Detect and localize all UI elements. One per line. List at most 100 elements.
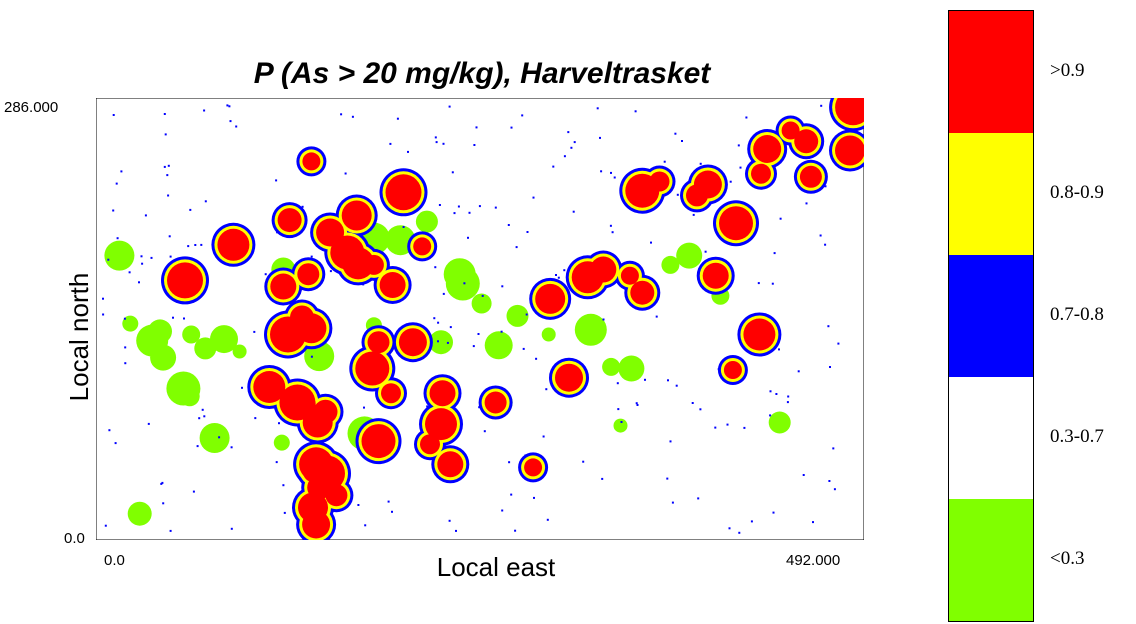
speckle: [147, 422, 150, 425]
speckle: [275, 179, 278, 182]
speckle: [674, 132, 677, 135]
speckle: [364, 524, 367, 527]
zone-above-0.9: [781, 121, 800, 140]
speckle: [535, 357, 538, 360]
speckle: [676, 193, 679, 196]
speckle: [644, 378, 646, 381]
speckle: [200, 243, 203, 246]
speckle: [166, 174, 169, 177]
low-probability-patch: [179, 386, 200, 407]
plot-background: [96, 98, 864, 540]
speckle: [163, 113, 166, 115]
speckle: [402, 226, 405, 228]
speckle: [824, 185, 827, 188]
speckle: [329, 270, 332, 273]
speckle: [602, 318, 605, 321]
speckle: [699, 408, 702, 411]
speckle: [123, 317, 126, 320]
speckle: [500, 330, 503, 333]
speckle: [453, 212, 456, 215]
zone-above-0.9: [325, 484, 348, 507]
speckle: [196, 445, 199, 448]
low-probability-patch: [484, 331, 513, 360]
speckle: [786, 401, 789, 404]
speckle: [107, 258, 110, 261]
speckle: [609, 224, 612, 227]
speckle: [802, 474, 805, 476]
low-probability-patch: [471, 293, 492, 314]
speckle: [726, 423, 729, 426]
low-probability-patch: [602, 357, 621, 376]
zone-above-0.9: [303, 462, 323, 482]
speckle: [162, 502, 165, 505]
speckle: [340, 113, 343, 116]
zone-above-0.9: [302, 510, 331, 539]
low-probability-patch: [445, 266, 480, 301]
speckle: [473, 144, 476, 146]
speckle: [634, 110, 637, 113]
speckle: [448, 105, 451, 108]
speckle: [203, 415, 206, 418]
speckle: [435, 141, 438, 144]
speckle: [563, 155, 566, 158]
speckle: [738, 531, 741, 534]
speckle: [750, 520, 753, 523]
low-probability-patch: [182, 325, 201, 344]
low-probability-patch: [661, 255, 680, 274]
speckle: [829, 366, 831, 368]
speckle: [301, 205, 304, 208]
legend-label: 0.8-0.9: [1050, 182, 1104, 203]
speckle: [819, 234, 822, 237]
speckle: [546, 518, 549, 521]
speckle: [141, 262, 144, 265]
speckle: [144, 214, 147, 217]
speckle: [600, 170, 603, 173]
speckle: [396, 117, 399, 120]
speckle: [773, 252, 776, 255]
speckle: [650, 241, 652, 244]
zone-above-0.9: [649, 171, 670, 192]
legend-label: >0.9: [1050, 60, 1085, 81]
speckle: [124, 346, 127, 349]
speckle: [283, 511, 286, 514]
speckle: [714, 426, 717, 429]
speckle: [526, 231, 529, 233]
speckle: [669, 440, 672, 443]
speckle: [102, 297, 104, 300]
speckle: [163, 165, 166, 168]
low-probability-patch: [613, 418, 628, 433]
low-probability-patch: [210, 325, 238, 354]
speckle: [169, 529, 172, 532]
zone-above-0.9: [484, 391, 507, 414]
y-tick-min: 0.0: [64, 530, 85, 547]
zone-above-0.9: [279, 384, 316, 421]
speckle: [204, 200, 207, 203]
zone-above-0.9: [217, 228, 250, 261]
speckle: [772, 511, 775, 514]
zone-above-0.9: [702, 262, 729, 289]
speckle: [582, 460, 585, 463]
zone-above-0.9: [379, 272, 406, 298]
speckle: [112, 114, 115, 116]
speckle: [235, 125, 238, 128]
speckle: [601, 477, 604, 480]
low-probability-patch: [150, 344, 177, 371]
speckle: [572, 210, 575, 213]
y-axis-label: Local north: [64, 272, 94, 402]
zone-above-0.9: [835, 135, 864, 166]
speckle: [194, 244, 197, 246]
low-probability-patch: [122, 315, 139, 332]
speckle: [228, 105, 231, 108]
speckle: [278, 422, 280, 425]
speckle: [675, 384, 678, 387]
speckle: [391, 510, 393, 513]
speckle: [837, 342, 840, 345]
speckle: [699, 162, 702, 165]
speckle: [483, 430, 486, 433]
speckle: [557, 276, 560, 279]
speckle: [533, 496, 535, 499]
speckle: [521, 114, 524, 117]
speckle: [691, 402, 694, 404]
speckle: [426, 405, 429, 408]
zone-above-0.9: [753, 135, 782, 163]
